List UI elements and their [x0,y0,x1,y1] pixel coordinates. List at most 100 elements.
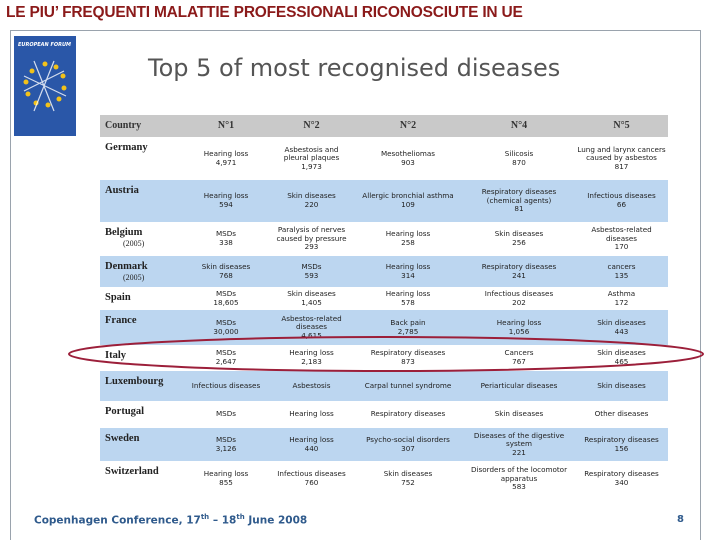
disease-cell: Hearing loss 855 [182,461,270,497]
disease-cell: Skin diseases [575,371,668,401]
disease-count: 256 [512,238,526,247]
footer-text: June 2008 [244,514,308,527]
page-number: 8 [677,514,684,525]
disease-count: 202 [512,297,526,307]
disease-cell: Disorders of the locomotor apparatus 583 [463,461,575,497]
column-header: N°5 [575,115,668,137]
slide-title: LE PIU’ FREQUENTI MALATTIE PROFESSIONALI… [6,4,523,21]
disease-cell: Hearing loss [270,401,353,428]
disease-count: 135 [614,270,629,280]
disease-cell: Mesotheliomas 903 [353,137,463,180]
disease-count: 293 [304,242,319,252]
disease-count: 66 [616,200,627,209]
disease-count: 30,000 [213,326,239,336]
country-cell: Spain [100,287,182,310]
disease-cell: Respiratory diseases 241 [463,256,575,287]
country-name: Switzerland [105,466,159,477]
disease-name: Infectious diseases [587,191,656,201]
disease-count: 338 [219,238,233,247]
disease-cell: Back pain 2,785 [353,310,463,345]
disease-cell: Other diseases [575,401,668,428]
table-row: Italy MSDs 2,647 Hearing loss 2,183 Respirato… [100,345,668,371]
disease-cell: Hearing loss 578 [353,287,463,310]
disease-count: 443 [614,326,629,336]
disease-name: Infectious diseases [191,380,261,390]
disease-count: 109 [401,200,415,209]
disease-cell: Carpal tunnel syndrome [353,371,463,401]
disease-name: cancers [607,261,636,271]
table-row: Portugal MSDs Hearing loss Respiratory dise… [100,401,668,428]
disease-name: MSDs [215,409,237,419]
disease-cell: Asbestos-related diseases 4,615 [270,310,353,345]
country-note: (2005) [123,273,145,282]
disease-count: 767 [512,357,526,366]
disease-name: MSDs [215,229,237,239]
disease-count: 4,971 [215,157,237,167]
disease-count: 156 [614,443,629,453]
country-name: Belgium [105,227,143,238]
disease-count: 3,126 [215,443,237,453]
disease-name: Respiratory diseases [370,409,446,419]
disease-cell: MSDs 2,647 [182,345,270,371]
disease-count: 258 [401,238,415,247]
disease-name: Other diseases [594,409,649,419]
disease-name: Skin diseases [597,317,646,327]
disease-name: Hearing loss [385,261,431,271]
disease-count: 440 [304,443,319,453]
disease-name: Hearing loss [203,469,249,479]
disease-cell: Hearing loss 2,183 [270,345,353,371]
disease-name: Silicosis [504,148,534,158]
country-name: Italy [105,350,126,361]
main-title: Top 5 of most recognised diseases [148,54,561,82]
disease-cell: Skin diseases 465 [575,345,668,371]
disease-name: Hearing loss [289,409,334,419]
disease-cell: Skin diseases 443 [575,310,668,345]
table-row: Switzerland Hearing loss 855 Infectious dis… [100,461,668,497]
country-name: Luxembourg [105,376,164,387]
country-cell: Belgium (2005) [100,222,182,256]
disease-cell: Hearing loss 314 [353,256,463,287]
disease-count: 1,056 [508,326,530,336]
disease-name: Infectious diseases [277,469,346,479]
diseases-table: Country N°1 N°2 N°2 N°4 N°5 Germany Hearing lo… [100,115,668,497]
disease-name: Asbestosis [292,380,331,390]
disease-count: 2,183 [301,357,322,366]
disease-cell: Paralysis of nerves caused by pressure 29… [270,222,353,256]
disease-name: Skin diseases [287,191,336,201]
disease-count: 873 [401,357,415,366]
disease-name: MSDs [215,317,237,327]
disease-count: 593 [304,270,319,280]
logo-text: EUROPEAN FORUM [18,42,72,48]
column-header: N°2 [270,115,353,137]
column-header: Country [100,115,182,137]
disease-cell: Skin diseases 768 [182,256,270,287]
disease-count: 903 [401,157,415,167]
disease-count: 768 [219,270,233,280]
disease-cell: Hearing loss 4,971 [182,137,270,180]
column-header: N°4 [463,115,575,137]
disease-name: Skin diseases [383,469,433,479]
disease-count: 314 [401,270,415,280]
country-name: Sweden [105,433,140,444]
disease-cell: Skin diseases 220 [270,180,353,222]
disease-cell: cancers 135 [575,256,668,287]
disease-count: 4,615 [301,330,322,340]
disease-cell: Allergic bronchial asthma 109 [353,180,463,222]
disease-name: Hearing loss [496,317,542,327]
country-cell: Switzerland [100,461,182,497]
header-row: Country N°1 N°2 N°2 N°4 N°5 [100,115,668,137]
disease-name: Hearing loss [203,148,249,158]
disease-cell: Respiratory diseases 156 [575,428,668,461]
disease-cell: Asthma 172 [575,287,668,310]
disease-name: Infectious diseases [484,288,554,298]
disease-name: Hearing loss [203,191,249,201]
disease-cell: Respiratory diseases 873 [353,345,463,371]
disease-name: Paralysis of nerves caused by pressure [276,225,347,243]
disease-count: 855 [219,478,233,487]
disease-count: 870 [512,157,526,167]
table-row: Denmark (2005) Skin diseases 768 MSDs 593 Hear… [100,256,668,287]
disease-cell: Diseases of the digestive system 221 [463,428,575,461]
disease-cell: Silicosis 870 [463,137,575,180]
disease-name: Carpal tunnel syndrome [364,380,452,390]
disease-count: 817 [614,161,629,171]
